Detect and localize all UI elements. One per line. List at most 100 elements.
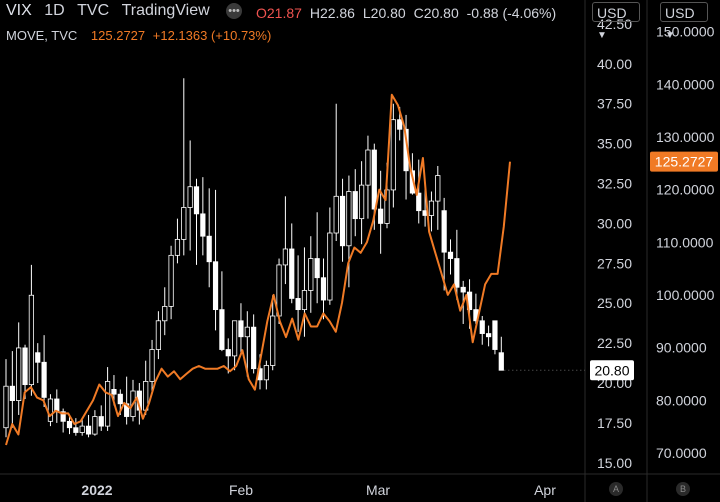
candle-body <box>181 207 187 240</box>
low-value: L20.80 <box>362 5 406 21</box>
candle-body <box>174 238 181 256</box>
chevron-down-icon: ▼ <box>665 30 675 41</box>
candle-body <box>320 277 327 301</box>
candle <box>162 287 168 336</box>
candle-body <box>212 261 219 311</box>
candle <box>441 197 447 291</box>
move-series <box>5 93 511 446</box>
candle-body <box>441 210 447 253</box>
time-tick-label: 2022 <box>81 482 112 498</box>
candle <box>28 264 35 396</box>
candle-body <box>98 416 104 427</box>
candle-body <box>9 385 15 401</box>
candle <box>295 255 301 332</box>
candle-body <box>73 427 79 433</box>
candle-body <box>111 389 117 395</box>
candle-body <box>498 352 504 371</box>
candle <box>66 416 73 435</box>
move-last-value-box <box>650 151 718 172</box>
currency-left-label: USD <box>597 5 627 21</box>
candle <box>206 188 212 288</box>
overlay-legend[interactable]: MOVE, TVC 125.2727 +12.1363 (+10.73%) <box>6 28 271 43</box>
candle-body <box>390 119 396 191</box>
candle-body <box>66 420 73 429</box>
candle <box>35 343 41 384</box>
candle-body <box>54 398 60 413</box>
candle-body <box>346 191 352 247</box>
candle-body <box>301 290 308 311</box>
candle <box>447 239 454 275</box>
vix-tick-label: 40.00 <box>597 56 632 72</box>
candle-body <box>238 320 244 338</box>
candle-body <box>416 192 422 212</box>
candle <box>168 245 174 320</box>
time-axis[interactable]: 2022 Feb Mar Apr <box>81 482 556 498</box>
move-tick-label: 130.0000 <box>656 129 715 145</box>
close-value: C20.80 <box>413 5 459 21</box>
candle-body <box>289 248 295 299</box>
candle <box>193 178 200 265</box>
candle <box>225 338 231 374</box>
candle-body <box>435 175 441 202</box>
candle-body <box>244 326 250 338</box>
candle <box>314 212 320 304</box>
currency-select-left[interactable]: USD ▼ <box>592 2 640 41</box>
candle-body <box>365 149 371 186</box>
candle <box>231 320 238 371</box>
move-tick-label: 90.0000 <box>656 340 707 356</box>
ohlc-readout: O21.87 H22.86 L20.80 C20.80 -0.88 (-4.06… <box>256 5 556 21</box>
candle <box>41 335 47 407</box>
candle-body <box>295 298 301 311</box>
overlay-symbol[interactable]: MOVE, TVC <box>6 28 78 43</box>
move-tick-label: 70.0000 <box>656 445 707 461</box>
auto-scale-button-b[interactable]: B <box>676 482 690 496</box>
time-tick-label: Apr <box>534 482 556 498</box>
candle-body <box>251 326 257 370</box>
candle-body <box>155 320 161 350</box>
candle-body <box>187 186 193 208</box>
vix-tick-label: 32.50 <box>597 176 632 192</box>
candle-body <box>60 411 66 422</box>
candle <box>428 191 435 232</box>
vix-tick-label: 37.50 <box>597 96 632 112</box>
candle <box>435 165 441 230</box>
candle <box>282 196 289 285</box>
candle <box>416 159 422 224</box>
candle <box>47 394 54 427</box>
auto-scale-button-a[interactable]: A <box>609 482 623 496</box>
candle <box>390 103 396 208</box>
open-value: O21.87 <box>256 5 302 21</box>
symbol-name[interactable]: VIX <box>6 2 32 19</box>
interval-label[interactable]: 1D <box>44 2 65 19</box>
candle <box>352 169 358 237</box>
vix-tick-label: 17.50 <box>597 415 632 431</box>
move-tick-label: 120.0000 <box>656 182 715 198</box>
change-value: -0.88 (-4.06%) <box>466 5 557 21</box>
candle-body <box>479 320 485 334</box>
high-value: H22.86 <box>309 5 355 21</box>
candle <box>270 295 276 371</box>
candle-body <box>206 235 212 263</box>
candle-body <box>28 294 35 386</box>
candle-body <box>162 306 168 322</box>
candle-body <box>339 195 346 247</box>
source-label: TradingView <box>121 2 210 19</box>
candle <box>244 311 250 377</box>
move-axis[interactable]: 70.0000 80.0000 90.0000 100.0000 110.0000 120… <box>656 24 715 461</box>
candle-body <box>47 398 54 422</box>
candle-body <box>41 361 47 398</box>
chart-header[interactable]: VIX 1D TVC TradingView <box>6 2 210 20</box>
currency-select-right[interactable]: USD ▼ <box>660 2 708 41</box>
move-tick-label: 100.0000 <box>656 287 715 303</box>
candle <box>485 325 492 347</box>
vix-last-value-box <box>590 360 634 381</box>
dots-icon[interactable]: ••• <box>226 3 242 19</box>
overlay-change: +12.1363 (+10.73%) <box>152 28 272 43</box>
exchange-label: TVC <box>77 2 110 19</box>
candle <box>327 207 333 305</box>
vix-tick-label: 30.00 <box>597 215 632 231</box>
candle-body <box>79 425 85 433</box>
candle <box>301 247 308 337</box>
time-tick-label: Mar <box>366 482 390 498</box>
vix-axis[interactable]: 15.0017.5020.0022.5025.0027.5030.0032.50… <box>597 16 632 471</box>
